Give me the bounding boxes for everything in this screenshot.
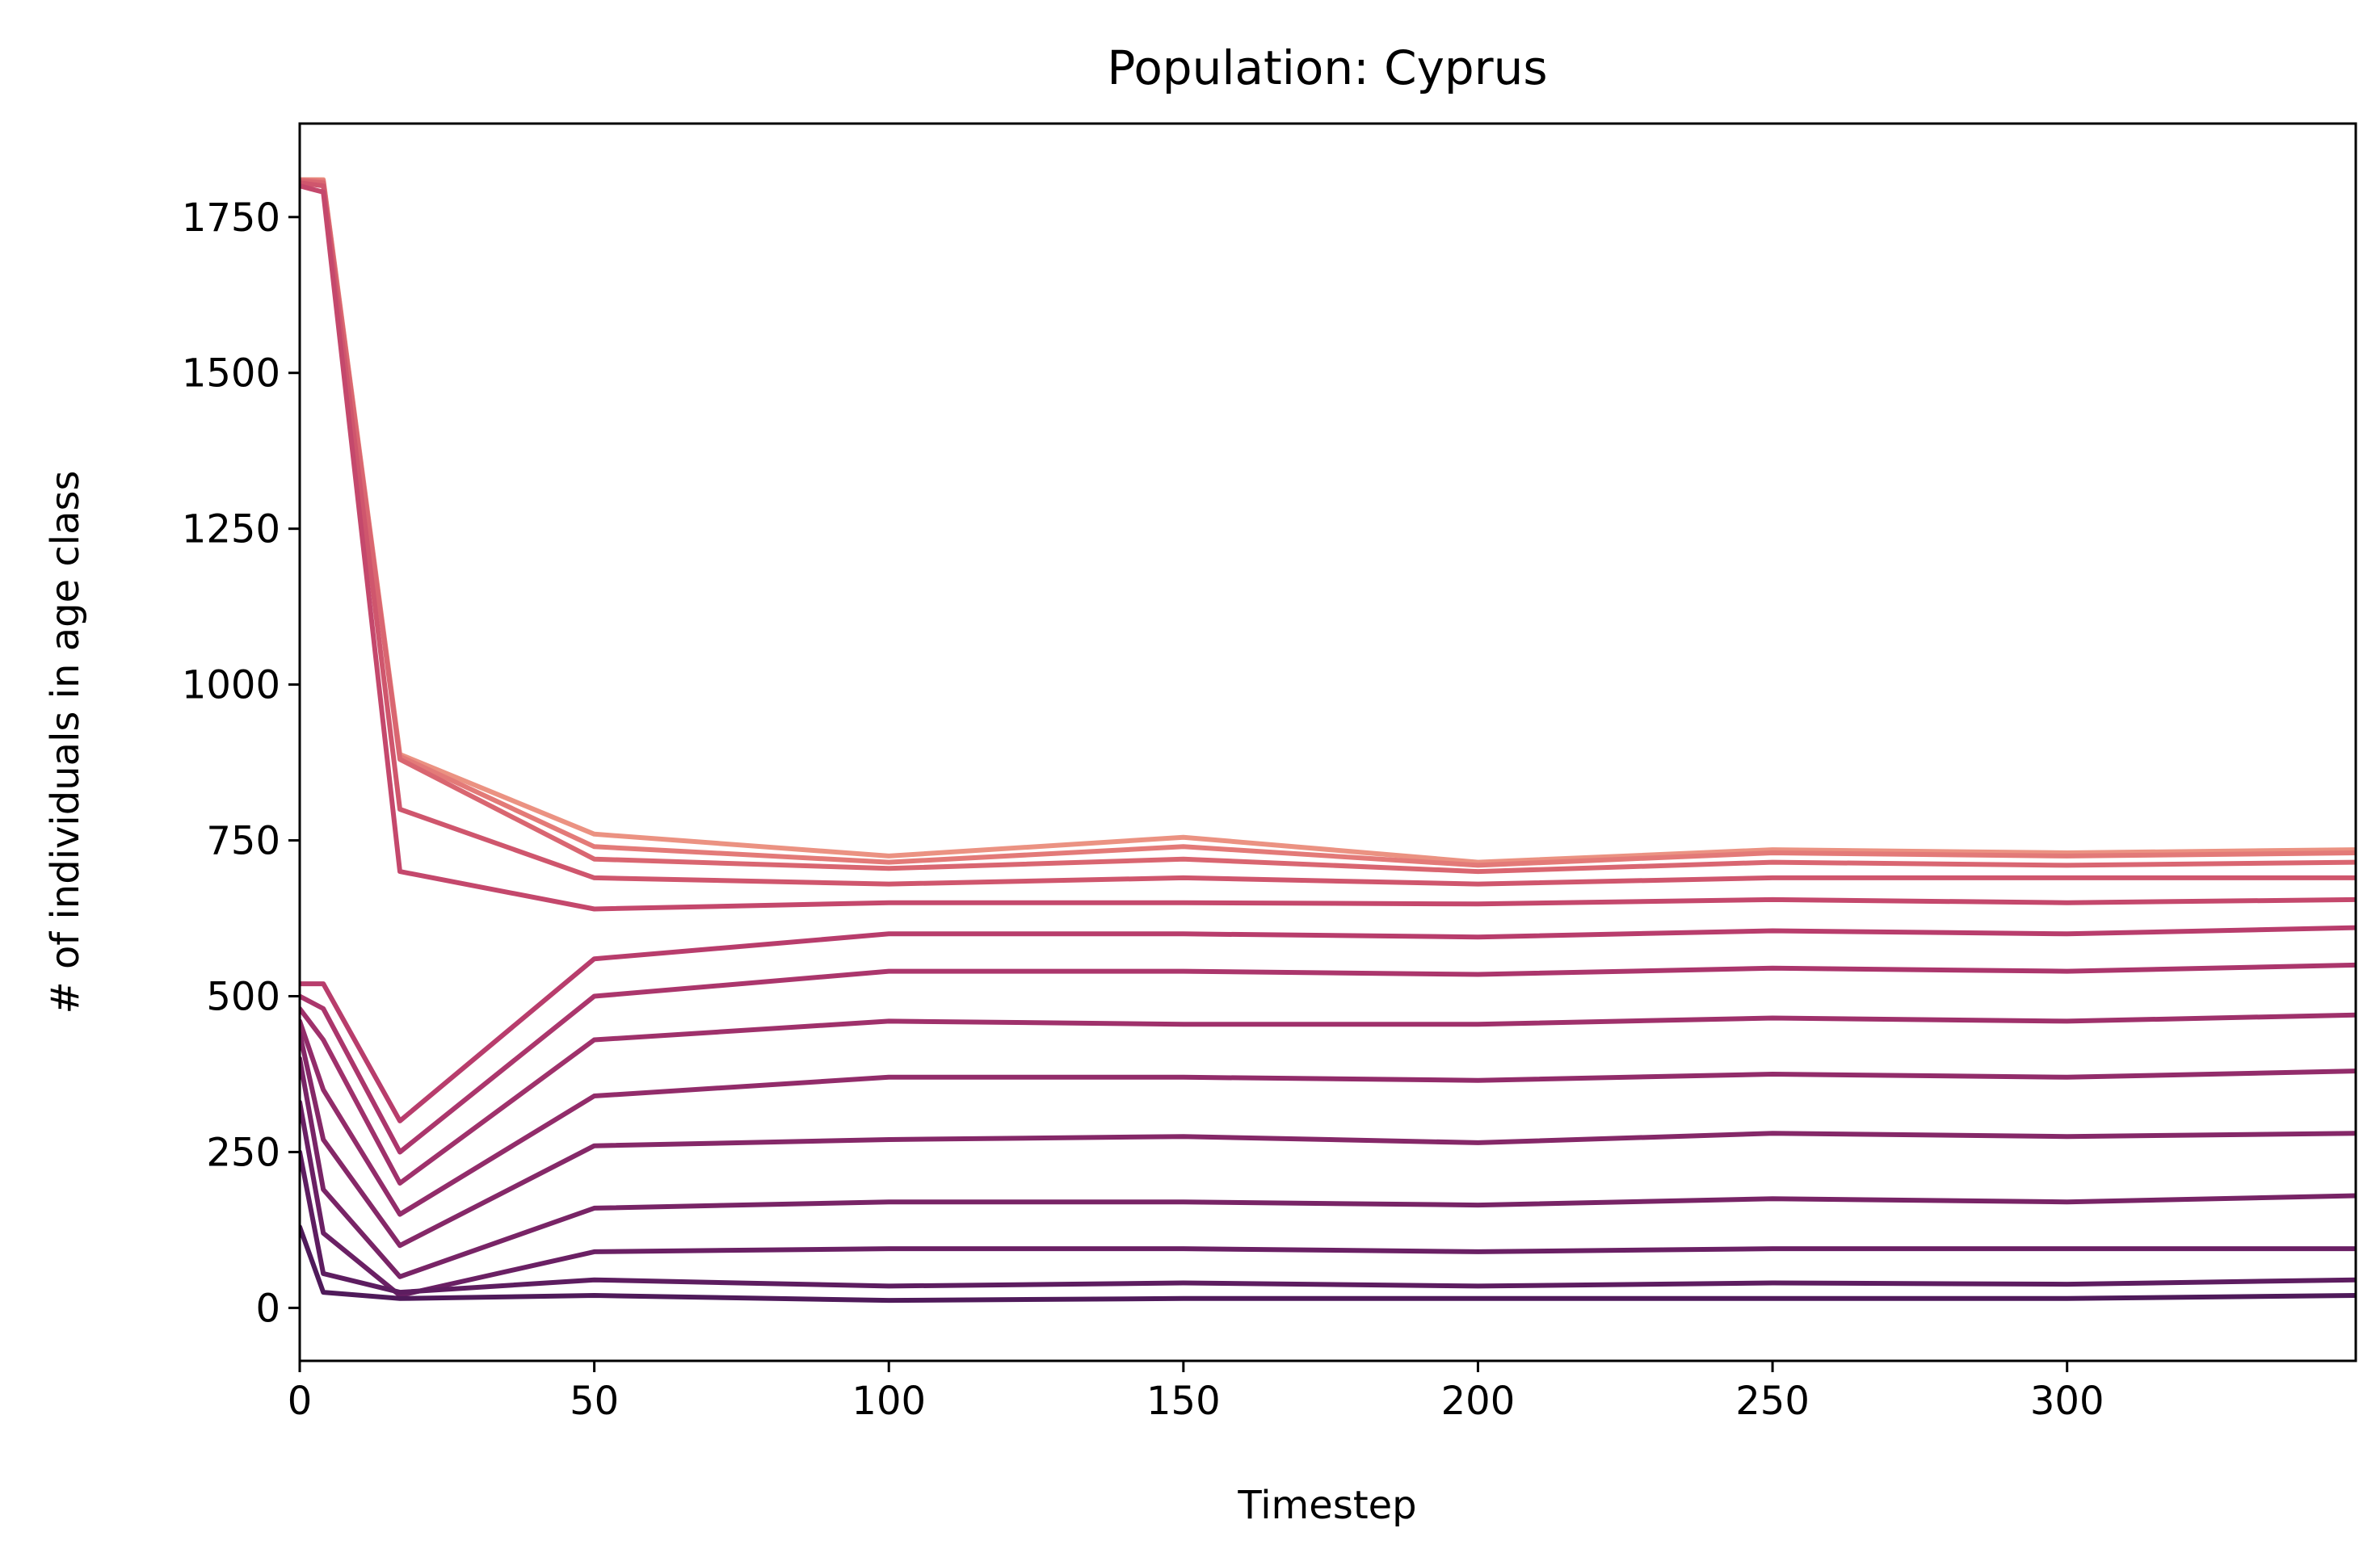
y-tick-label: 1000 (182, 663, 280, 708)
y-axis: 0 250 500 750 1000 1250 1500 1750 (182, 195, 300, 1331)
chart-title: Population: Cyprus (1107, 40, 1547, 95)
series-line-12 (300, 178, 2356, 875)
series-line-1 (300, 1224, 2356, 1304)
x-axis: 0 50 100 150 200 250 300 (288, 1361, 2105, 1424)
series-line-9 (300, 925, 2356, 1123)
plot-frame (298, 122, 2357, 1362)
y-axis-label: # of individuals in age class (43, 470, 88, 1014)
series-line-4 (300, 1056, 2356, 1279)
y-tick-label: 250 (206, 1130, 280, 1175)
series-line-6 (300, 1018, 2356, 1217)
y-tick-label: 1750 (182, 195, 280, 241)
x-tick-label: 100 (852, 1379, 926, 1424)
series-line-7 (300, 1006, 2356, 1186)
y-tick-label: 0 (255, 1286, 280, 1331)
series-line-8 (300, 962, 2356, 1155)
series-layer (300, 177, 2356, 1304)
y-tick-label: 750 (206, 819, 280, 864)
x-tick-label: 50 (570, 1379, 619, 1424)
x-axis-label: Timestep (1237, 1483, 1416, 1528)
series-line-2 (300, 1149, 2356, 1295)
series-line-5 (300, 1031, 2356, 1249)
x-tick-label: 250 (1735, 1379, 1810, 1424)
x-tick-label: 150 (1146, 1379, 1221, 1424)
x-tick-label: 0 (288, 1379, 313, 1424)
series-line-3 (300, 1099, 2356, 1298)
series-line-10 (300, 183, 2356, 912)
y-tick-label: 1500 (182, 351, 280, 397)
x-tick-label: 300 (2030, 1379, 2105, 1424)
y-tick-label: 1250 (182, 507, 280, 552)
series-line-11 (300, 180, 2356, 887)
y-tick-label: 500 (206, 975, 280, 1020)
x-tick-label: 200 (1441, 1379, 1516, 1424)
